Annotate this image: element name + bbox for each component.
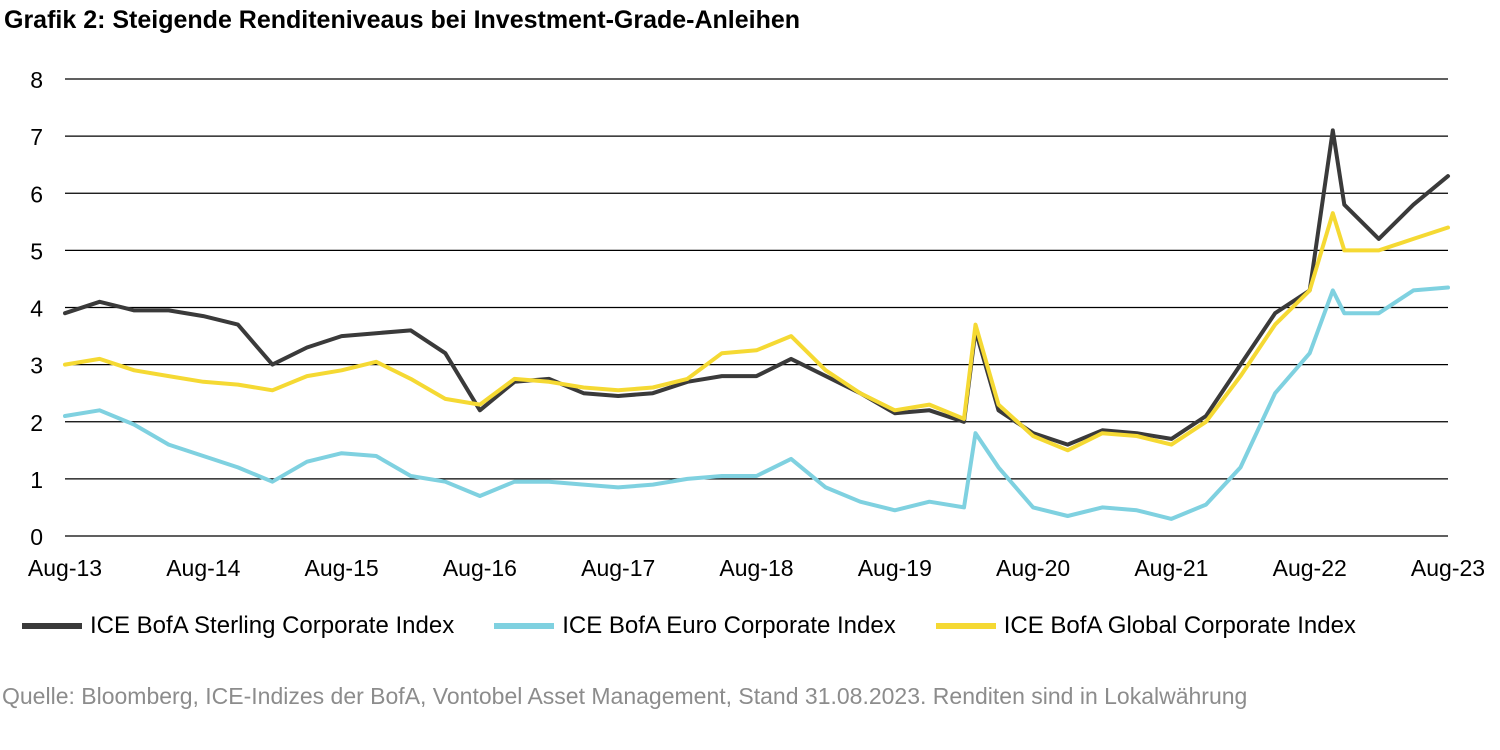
legend-swatch-euro xyxy=(494,623,555,629)
chart-title: Grafik 2: Steigende Renditeniveaus bei I… xyxy=(4,6,801,34)
line-euro xyxy=(63,285,1450,521)
x-tick-label: Aug-18 xyxy=(719,555,793,581)
x-tick-label: Aug-14 xyxy=(166,555,240,581)
line-global xyxy=(63,211,1450,453)
y-tick-label: 3 xyxy=(30,353,43,379)
legend-label-sterling: ICE BofA Sterling Corporate Index xyxy=(90,612,455,639)
y-tick-label: 2 xyxy=(30,410,43,436)
legend-swatch-sterling xyxy=(22,623,82,629)
legend-item-sterling: ICE BofA Sterling Corporate Index xyxy=(22,612,454,640)
legend-swatch-global xyxy=(935,623,996,629)
legend-label-euro: ICE BofA Euro Corporate Index xyxy=(562,612,896,639)
legend-item-euro: ICE BofA Euro Corporate Index xyxy=(494,612,896,640)
y-tick-label: 6 xyxy=(30,181,43,207)
y-tick-label: 1 xyxy=(30,467,43,493)
x-tick-label: Aug-21 xyxy=(1134,555,1208,581)
y-tick-label: 8 xyxy=(30,67,43,93)
y-tick-label: 5 xyxy=(30,238,43,264)
y-tick-label: 0 xyxy=(30,524,43,550)
x-tick-label: Aug-16 xyxy=(443,555,517,581)
x-tick-label: Aug-17 xyxy=(581,555,655,581)
x-tick-label: Aug-22 xyxy=(1273,555,1347,581)
legend-item-global: ICE BofA Global Corporate Index xyxy=(935,612,1356,640)
line-sterling xyxy=(63,128,1450,447)
x-tick-label: Aug-13 xyxy=(28,555,102,581)
y-tick-label: 4 xyxy=(30,296,43,322)
x-tick-label: Aug-20 xyxy=(996,555,1070,581)
x-tick-label: Aug-19 xyxy=(858,555,932,581)
chart-legend: ICE BofA Sterling Corporate Index ICE Bo… xyxy=(22,612,1396,640)
legend-label-global: ICE BofA Global Corporate Index xyxy=(1003,612,1356,639)
source-note: Quelle: Bloomberg, ICE-Indizes der BofA,… xyxy=(2,683,1248,709)
y-tick-label: 7 xyxy=(30,124,43,150)
x-tick-label: Aug-23 xyxy=(1411,555,1485,581)
x-tick-label: Aug-15 xyxy=(305,555,379,581)
